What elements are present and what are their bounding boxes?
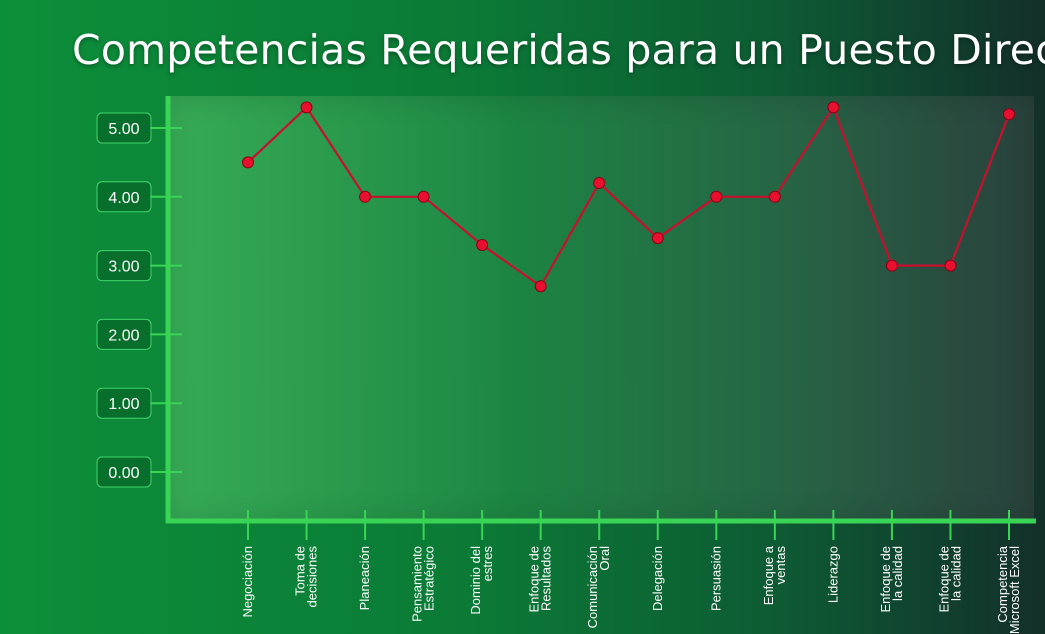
y-tick-label: 5.00 <box>108 121 139 138</box>
x-tick-line: Enfoque a <box>761 545 776 605</box>
x-tick-label: Toma dedecisiones <box>293 546 320 608</box>
x-tick-line: Enfoque de <box>936 546 951 613</box>
x-tick-line: la calidad <box>948 546 963 601</box>
data-point <box>768 190 781 203</box>
y-tick-label: 3.00 <box>108 259 139 276</box>
x-tick-line: Resultados <box>539 546 554 612</box>
x-tick-text: Enfoque aventas <box>761 545 788 605</box>
x-tick-line: Planeación <box>357 546 372 610</box>
data-point <box>885 259 898 272</box>
x-tick-label: Delegación <box>650 546 665 611</box>
data-point <box>417 190 430 203</box>
x-tick-line: Dominio del <box>468 546 483 615</box>
data-point <box>242 156 254 169</box>
y-tick-box <box>96 250 152 282</box>
x-tick-label: Persuasión <box>708 546 723 611</box>
x-tick-text: Persuasión <box>708 546 723 611</box>
x-tick-label: Enfoque aventas <box>761 545 788 605</box>
x-tick-text: Negociación <box>240 546 255 618</box>
x-tick-line: Negociación <box>240 546 255 618</box>
x-tick-text: CompetenciaMicrosoft Excel <box>995 545 1022 634</box>
x-tick-text: Enfoque dela calidad <box>878 546 905 613</box>
x-tick-label: Enfoque dela calidad <box>878 546 905 613</box>
data-point <box>651 232 664 245</box>
x-tick-line: ventas <box>773 546 788 585</box>
x-tick-label: Planeación <box>357 546 372 610</box>
x-tick-line: Microsoft Excel <box>1007 546 1022 634</box>
chart-title: Competencias Requeridas para un Puesto D… <box>72 26 1045 74</box>
x-tick-line: Liderazgo <box>825 546 840 603</box>
x-tick-label: Liderazgo <box>825 546 840 603</box>
x-tick-text: Enfoque deResultados <box>527 546 554 613</box>
x-tick-label: Enfoque deResultados <box>527 546 554 613</box>
data-point <box>300 101 313 114</box>
x-tick-line: Competencia <box>995 545 1010 622</box>
plot-area <box>168 96 1034 521</box>
x-tick-text: Dominio delestres <box>468 546 495 615</box>
data-point <box>1003 108 1015 121</box>
y-tick-label: 0.00 <box>108 465 139 482</box>
x-tick-line: Persuasión <box>708 546 723 611</box>
data-point <box>359 190 372 203</box>
x-tick-line: Estratégico <box>422 546 437 611</box>
y-tick-box <box>96 112 152 144</box>
x-tick-line: estres <box>480 546 495 582</box>
x-tick-text: PensamientoEstratégico <box>410 546 437 622</box>
y-tick-label: 2.00 <box>108 327 139 344</box>
data-point <box>827 101 840 114</box>
x-tick-line: Oral <box>597 546 612 571</box>
y-tick-box <box>96 318 152 350</box>
x-tick-text: Toma dedecisiones <box>293 546 320 608</box>
x-tick-line: Delegación <box>650 546 665 611</box>
x-tick-label: Enfoque dela calidad <box>936 546 963 613</box>
x-tick-label: Negociación <box>240 546 255 618</box>
x-tick-label: CompetenciaMicrosoft Excel <box>995 545 1022 634</box>
data-point <box>944 259 957 272</box>
x-tick-line: Toma de <box>293 546 308 596</box>
x-tick-text: Delegación <box>650 546 665 611</box>
x-tick-text: Liderazgo <box>825 546 840 603</box>
x-tick-text: Planeación <box>357 546 372 610</box>
data-point <box>534 280 547 293</box>
x-tick-label: Dominio delestres <box>468 546 495 615</box>
series-line <box>247 106 1011 288</box>
data-point <box>476 238 489 251</box>
x-tick-line: Comunicación <box>585 546 600 628</box>
x-tick-line: Pensamiento <box>410 546 425 622</box>
x-tick-line: Enfoque de <box>878 546 893 613</box>
y-tick-label: 1.00 <box>108 396 139 413</box>
x-tick-label: ComunicaciónOral <box>585 546 612 628</box>
x-tick-line: Enfoque de <box>527 546 542 613</box>
x-tick-text: Enfoque dela calidad <box>936 546 963 613</box>
x-tick-text: ComunicaciónOral <box>585 546 612 628</box>
x-tick-line: decisiones <box>305 546 320 608</box>
y-tick-box <box>96 387 152 419</box>
y-tick-label: 4.00 <box>108 190 139 207</box>
x-tick-label: PensamientoEstratégico <box>410 546 437 622</box>
y-tick-box <box>96 181 152 213</box>
x-tick-line: la calidad <box>890 546 905 601</box>
data-point <box>710 190 723 203</box>
data-point <box>593 177 606 190</box>
y-tick-box <box>96 456 152 488</box>
